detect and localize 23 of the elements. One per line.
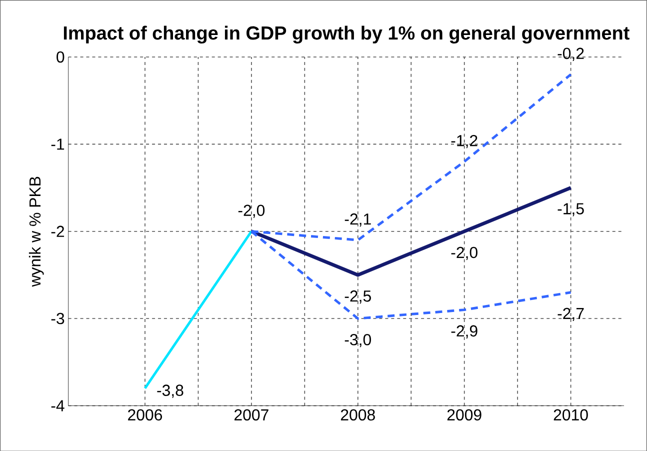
data-label: -2,5 (344, 290, 371, 304)
y-axis-title: wynik w % PKB (28, 176, 44, 287)
data-label: -0,2 (558, 48, 584, 61)
data-label: -2,0 (238, 204, 265, 218)
data-label: -2,1 (344, 213, 371, 226)
data-label: -2,7 (558, 308, 584, 321)
y-tick-label: -2 (51, 226, 64, 237)
data-label: -3,0 (344, 334, 371, 347)
data-label: -1,2 (451, 134, 478, 148)
chart-title: Impact of change in GDP growth by 1% on general government (64, 26, 630, 44)
data-label: -3,8 (157, 384, 184, 398)
x-tick-label: 2009 (447, 409, 482, 420)
data-label: -2,0 (451, 246, 478, 260)
y-tick-label: -1 (51, 138, 64, 150)
y-tick-label: -3 (51, 312, 64, 324)
x-tick-label: 2007 (234, 409, 268, 420)
y-tick-label: 0 (56, 51, 64, 62)
data-label: -1,5 (558, 203, 584, 216)
y-tick-label: -4 (51, 400, 64, 412)
data-label: -2,9 (451, 325, 478, 338)
x-tick-label: 2006 (128, 409, 162, 420)
x-tick-label: 2010 (554, 409, 588, 420)
x-tick-label: 2008 (340, 409, 375, 420)
